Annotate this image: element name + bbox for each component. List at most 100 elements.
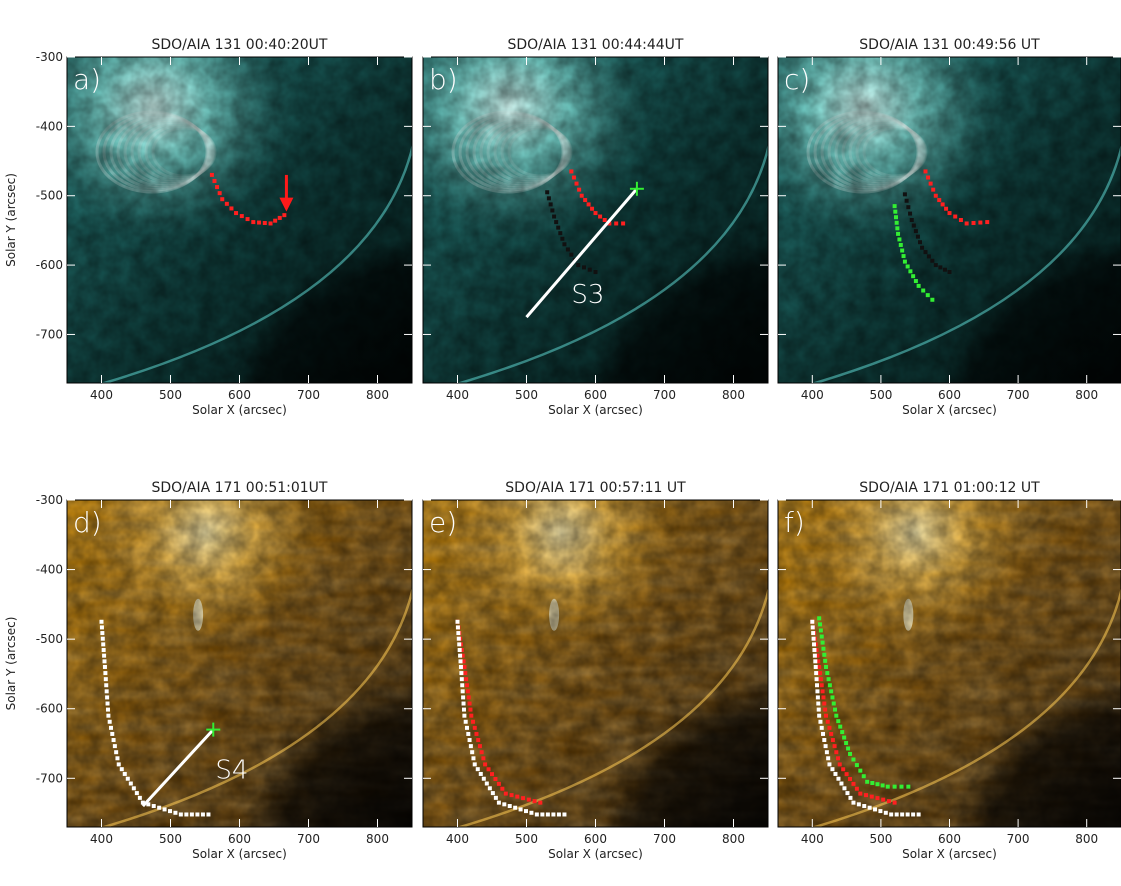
trace-dot <box>861 774 866 779</box>
trace-dot <box>262 221 267 226</box>
trace-dot <box>816 659 821 664</box>
x-axis-label: Solar X (arcsec) <box>192 847 287 861</box>
trace-dot <box>839 781 844 786</box>
trace-dot <box>137 795 142 800</box>
trace-dot <box>911 274 916 279</box>
trace-dot <box>464 683 469 688</box>
trace-dot <box>825 671 830 676</box>
trace-dot <box>937 198 942 203</box>
trace-dot <box>830 738 835 743</box>
x-tick-label: 800 <box>1075 388 1098 402</box>
trace-dot <box>829 689 834 694</box>
y-tick-label: -700 <box>36 771 63 785</box>
trace-dot <box>870 780 875 785</box>
trace-dot <box>830 695 835 700</box>
trace-dot <box>548 202 553 207</box>
trace-dot <box>455 619 460 624</box>
dotted-trace-white <box>455 619 567 817</box>
trace-dot <box>826 756 831 761</box>
panel-e: e) SDO/AIA 171 00:57:11 UT 400 500 600 700 800… <box>422 480 769 861</box>
trace-dot <box>817 616 822 621</box>
trace-dot <box>509 793 514 798</box>
x-tick-label: 400 <box>446 832 469 846</box>
trace-dot <box>245 217 250 222</box>
trace-dot <box>822 701 827 706</box>
trace-dot <box>472 725 477 730</box>
trace-dot <box>458 653 463 658</box>
trace-dot <box>582 265 586 270</box>
trace-dot <box>873 807 878 812</box>
trace-dot <box>895 226 900 231</box>
trace-dot <box>833 707 838 712</box>
trace-dot <box>925 293 930 298</box>
trace-dot <box>483 762 488 767</box>
trace-dot <box>827 762 832 767</box>
trace-dot <box>114 750 119 755</box>
trace-dot <box>906 784 911 789</box>
trace-dot <box>844 741 849 746</box>
trace-dot <box>821 695 826 700</box>
trace-dot <box>579 193 584 198</box>
trace-dot <box>896 231 901 236</box>
trace-dot <box>459 677 464 682</box>
x-axis-label: Solar X (arcsec) <box>902 403 997 417</box>
trace-dot <box>818 622 823 627</box>
trace-dot <box>474 731 479 736</box>
trace-dot <box>621 221 626 226</box>
trace-dot <box>819 634 824 639</box>
trace-dot <box>546 196 551 201</box>
panel-letter: d) <box>73 506 102 539</box>
trace-dot <box>908 211 913 216</box>
trace-dot <box>978 220 983 225</box>
trace-dot <box>131 786 136 791</box>
trace-dot <box>923 250 928 255</box>
trace-dot <box>834 713 839 718</box>
x-tick-label: 500 <box>159 832 182 846</box>
trace-dot <box>104 689 109 694</box>
trace-dot <box>481 756 486 761</box>
y-tick-label: -400 <box>36 563 63 577</box>
x-tick-label: 500 <box>869 388 892 402</box>
trace-dot <box>836 776 841 781</box>
trace-dot <box>816 707 821 712</box>
trace-dot <box>815 683 820 688</box>
dotted-trace-green <box>817 616 911 789</box>
trace-dot <box>229 206 234 211</box>
trace-dot <box>545 812 550 817</box>
trace-dot <box>810 619 815 624</box>
trace-dot <box>814 677 819 682</box>
trace-dot <box>479 750 484 755</box>
trace-dot <box>901 254 906 259</box>
trace-dot <box>455 625 460 630</box>
x-axis-label: Solar X (arcsec) <box>192 403 287 417</box>
trace-dot <box>458 664 463 669</box>
trace-dot <box>823 744 828 749</box>
trace-dot <box>540 812 545 817</box>
trace-dot <box>893 215 898 220</box>
trace-dot <box>478 771 483 776</box>
trace-dot <box>593 211 598 216</box>
trace-dot <box>476 738 481 743</box>
trace-dot <box>111 738 116 743</box>
trace-dot <box>854 763 859 768</box>
trace-dot <box>562 242 567 247</box>
panel-letter: a) <box>73 63 101 96</box>
panel-title: SDO/AIA 131 00:44:44UT <box>508 37 684 53</box>
trace-dot <box>224 201 229 206</box>
trace-dot <box>282 213 287 218</box>
trace-dot <box>464 725 469 730</box>
trace-dot <box>125 776 130 781</box>
trace-dot <box>134 791 139 796</box>
trace-dot <box>856 802 861 807</box>
panel-a: a) SDO/AIA 131 00:40:20UT 400 500 600 700 800 -… <box>4 37 413 417</box>
y-axis-label: Solar Y (arcsec) <box>4 173 18 267</box>
trace-dot <box>460 653 465 658</box>
trace-dot <box>102 653 107 658</box>
trace-dot <box>217 191 222 196</box>
y-tick-label: -700 <box>36 327 63 341</box>
slit-line <box>141 728 215 808</box>
trace-dot <box>467 738 472 743</box>
trace-dot <box>812 648 817 653</box>
trace-dot <box>940 202 945 207</box>
x-tick-label: 600 <box>938 388 961 402</box>
